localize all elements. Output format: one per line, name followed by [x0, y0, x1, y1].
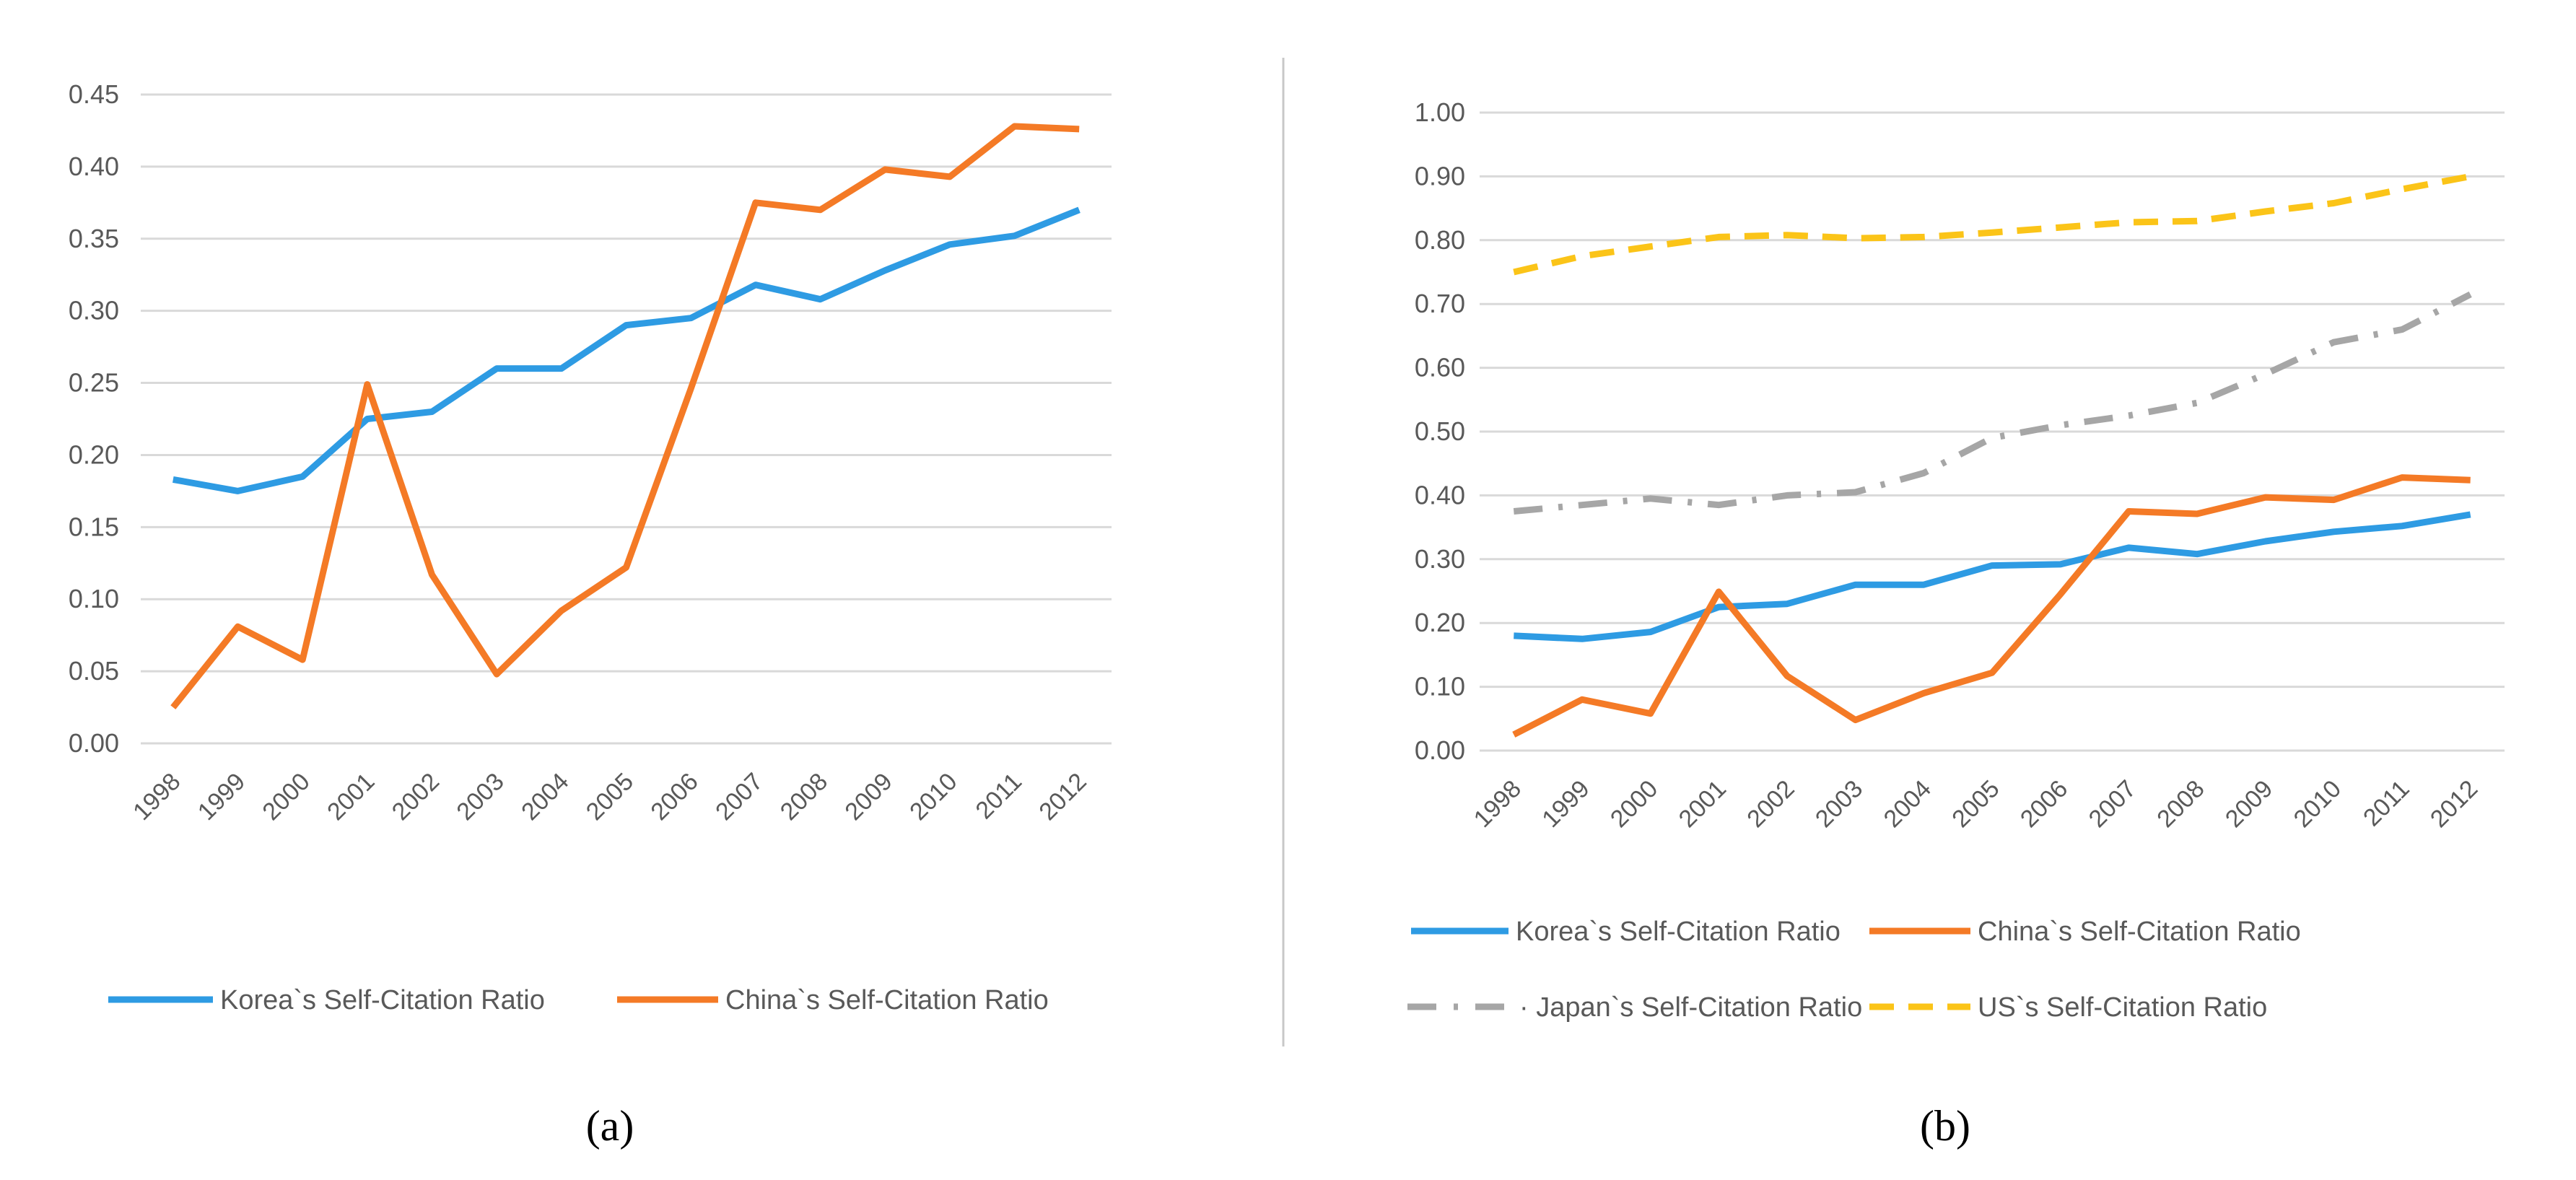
- series-line-a-korea: [173, 206, 1080, 494]
- x-tick-label-b-2007: 2007: [2084, 775, 2141, 833]
- x-tick-label-a-2001: 2001: [322, 768, 380, 826]
- legend-label-a-china: China`s Self-Citation Ratio: [725, 985, 1049, 1015]
- y-tick-label-a-2: 0.10: [69, 584, 119, 613]
- caption-a: (a): [586, 1102, 634, 1150]
- y-tick-label-b-6: 0.60: [1415, 353, 1465, 383]
- x-tick-label-a-1998: 1998: [128, 768, 185, 826]
- series-line-b-korea: [1514, 511, 2471, 642]
- y-tick-label-b-4: 0.40: [1415, 480, 1465, 510]
- y-tick-label-b-0: 0.00: [1415, 735, 1465, 765]
- y-tick-label-b-7: 0.70: [1415, 289, 1465, 318]
- y-tick-label-b-9: 0.90: [1415, 161, 1465, 191]
- series-line-b-us: [1513, 172, 2471, 276]
- y-tick-label-a-6: 0.30: [69, 296, 119, 325]
- legend-label-b-us: US`s Self-Citation Ratio: [1978, 992, 2267, 1023]
- x-tick-label-a-2003: 2003: [451, 768, 509, 826]
- x-tick-label-b-2012: 2012: [2425, 775, 2483, 833]
- x-tick-label-a-2007: 2007: [710, 768, 768, 826]
- chart-b: 0.00 0.10 0.20 0.30 0.40 0.50 0.60 0.70 0.80 0.90…: [1407, 97, 2505, 1023]
- x-tick-label-b-1999: 1999: [1537, 775, 1594, 833]
- caption-b: (b): [1920, 1102, 1970, 1150]
- y-tick-label-b-5: 0.50: [1415, 416, 1465, 446]
- legend-label-b-korea: Korea`s Self-Citation Ratio: [1516, 917, 1841, 947]
- x-tick-label-b-2003: 2003: [1810, 775, 1868, 833]
- x-tick-label-b-2006: 2006: [2015, 775, 2073, 833]
- series-line-b-japan: [1513, 291, 2472, 515]
- x-tick-label-a-2010: 2010: [904, 768, 962, 826]
- series-line-a-china: [170, 123, 1080, 709]
- x-tick-label-b-2005: 2005: [1947, 775, 2004, 833]
- series-line-b-china: [1512, 474, 2471, 738]
- y-tick-label-b-10: 1.00: [1415, 97, 1465, 127]
- x-tick-label-a-2002: 2002: [387, 768, 445, 826]
- x-tick-label-a-1999: 1999: [193, 768, 250, 826]
- x-tick-label-b-2010: 2010: [2289, 775, 2346, 833]
- y-tick-label-a-1: 0.05: [69, 656, 119, 686]
- legend-label-b-japan: · Japan`s Self-Citation Ratio: [1519, 992, 1862, 1023]
- x-tick-label-a-2005: 2005: [581, 768, 639, 826]
- x-tick-label-b-2002: 2002: [1742, 775, 1799, 833]
- x-tick-label-b-2009: 2009: [2220, 775, 2278, 833]
- x-tick-label-a-2000: 2000: [257, 768, 315, 826]
- y-tick-label-a-5: 0.25: [69, 368, 119, 398]
- y-tick-label-a-8: 0.40: [69, 152, 119, 181]
- y-tick-label-a-3: 0.15: [69, 512, 119, 541]
- y-tick-label-b-1: 0.10: [1415, 672, 1465, 702]
- x-tick-label-b-2001: 2001: [1674, 775, 1732, 833]
- y-tick-label-b-3: 0.30: [1415, 544, 1465, 574]
- x-tick-label-a-2004: 2004: [516, 768, 574, 826]
- x-tick-label-b-2000: 2000: [1605, 775, 1663, 833]
- y-tick-label-b-8: 0.80: [1415, 225, 1465, 255]
- x-tick-label-a-2006: 2006: [645, 768, 703, 826]
- x-tick-label-b-2011: 2011: [2358, 775, 2415, 832]
- chart-a: 0.00 0.05 0.10 0.15 0.20 0.25 0.30 0.35 0.40 0.45…: [69, 79, 1112, 1015]
- x-tick-label-b-2008: 2008: [2152, 775, 2209, 833]
- legend-label-a-korea: Korea`s Self-Citation Ratio: [220, 985, 545, 1015]
- x-tick-label-a-2011: 2011: [971, 768, 1028, 825]
- legend-label-b-china: China`s Self-Citation Ratio: [1978, 917, 2301, 947]
- x-tick-label-a-2009: 2009: [839, 768, 897, 826]
- y-tick-label-a-9: 0.45: [69, 79, 119, 109]
- y-tick-label-a-7: 0.35: [69, 224, 119, 253]
- x-tick-label-b-1998: 1998: [1469, 775, 1527, 833]
- x-tick-label-a-2008: 2008: [775, 768, 833, 826]
- x-tick-label-a-2012: 2012: [1034, 768, 1091, 826]
- y-tick-label-a-0: 0.00: [69, 728, 119, 758]
- x-tick-label-b-2004: 2004: [1879, 775, 1937, 833]
- y-tick-label-a-4: 0.20: [69, 440, 119, 469]
- y-tick-label-b-2: 0.20: [1415, 608, 1465, 637]
